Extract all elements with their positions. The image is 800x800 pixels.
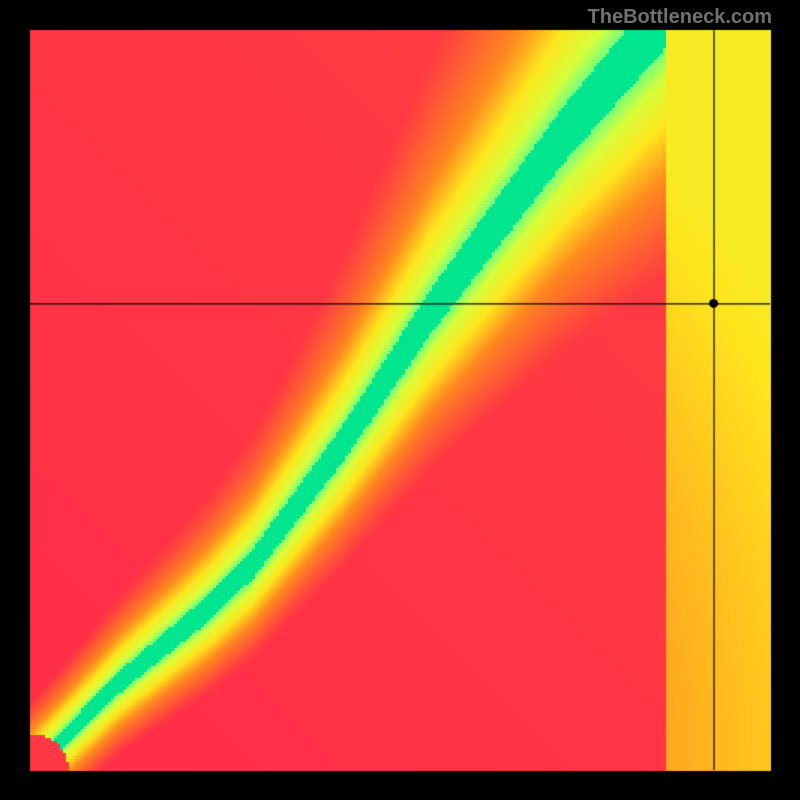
watermark-text: TheBottleneck.com: [588, 6, 772, 29]
bottleneck-heatmap-chart: [0, 0, 800, 800]
